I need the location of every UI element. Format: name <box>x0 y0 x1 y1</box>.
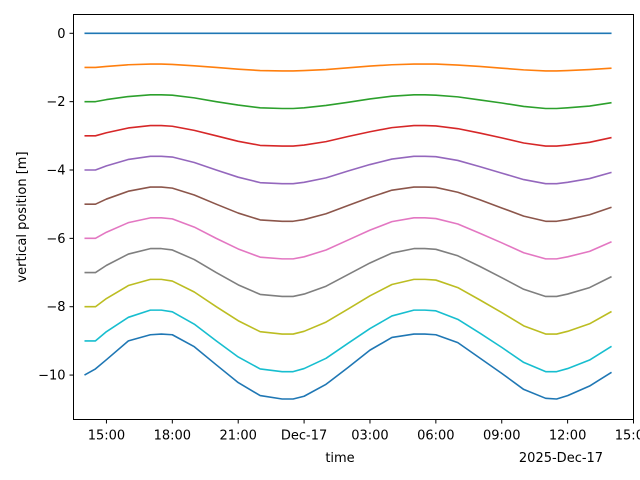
x-tick-label-6: 09:00 <box>483 429 520 444</box>
series-line-4 <box>84 155 612 185</box>
y-tick-label-2: −4 <box>46 164 65 179</box>
y-tick-label-3: −6 <box>46 232 65 247</box>
series-line-8 <box>84 278 612 335</box>
y-tick-label-4: −8 <box>46 300 65 315</box>
y-tick-label-1: −2 <box>46 95 65 110</box>
series-line-7 <box>84 247 612 298</box>
x-tick-label-2: 21:00 <box>219 429 256 444</box>
x-tick-label-4: 03:00 <box>351 429 388 444</box>
series-line-5 <box>84 186 612 223</box>
series-line-6 <box>84 217 612 260</box>
plot-frame <box>73 14 634 420</box>
series-line-2 <box>84 94 612 110</box>
x-tick-label-0: 15:00 <box>88 429 125 444</box>
x-axis-offset-label: 2025-Dec-17 <box>519 451 603 466</box>
series-line-10 <box>84 333 612 400</box>
y-tick-label-5: −10 <box>38 369 65 384</box>
x-tick-label-3: Dec-17 <box>281 429 327 444</box>
x-tick-label-8: 15:00 <box>615 429 640 444</box>
series-line-9 <box>84 309 612 373</box>
series-line-1 <box>84 63 612 72</box>
y-axis-ticks: 0 −2 −4 −6 −8 −10 <box>38 27 74 384</box>
y-axis-label: vertical position [m] <box>15 151 30 282</box>
series-layer <box>84 32 612 400</box>
x-tick-label-1: 18:00 <box>154 429 191 444</box>
series-line-3 <box>84 124 612 147</box>
x-tick-label-5: 06:00 <box>417 429 454 444</box>
y-tick-label-0: 0 <box>57 27 65 42</box>
x-axis-ticks: 15:00 18:00 21:00 Dec-17 03:00 06:00 09:00 12:0… <box>88 419 640 444</box>
x-axis-label: time <box>325 451 354 466</box>
x-tick-label-7: 12:00 <box>549 429 586 444</box>
